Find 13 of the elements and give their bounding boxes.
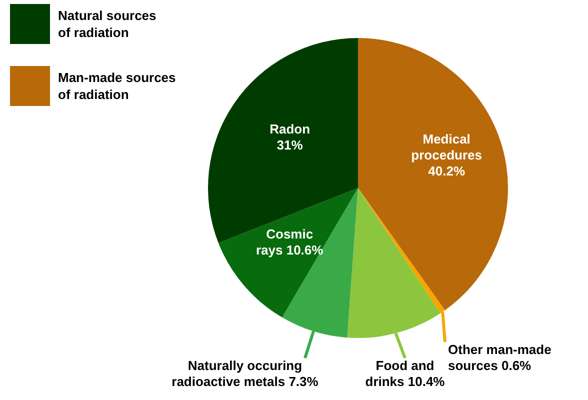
slice-label: Other man-made sources 0.6% <box>448 342 552 373</box>
slice-label: Medical procedures <box>411 132 482 163</box>
slice-label: Food and drinks 10.4% <box>365 358 446 389</box>
text: Man-made sources of radiation <box>58 70 176 102</box>
slice-label: Radon <box>270 122 310 137</box>
data-label: 31% <box>276 138 304 153</box>
slice-label: Cosmic rays 10.6% <box>256 226 324 258</box>
data-label: 40.2% <box>428 164 466 179</box>
slice-label: Naturally occuring radioactive metals 7.3% <box>172 358 319 389</box>
pie-slice <box>218 188 358 318</box>
pie-slice <box>208 38 358 243</box>
pie-slice <box>358 38 508 310</box>
text: Natural sources of radiation <box>58 8 156 40</box>
